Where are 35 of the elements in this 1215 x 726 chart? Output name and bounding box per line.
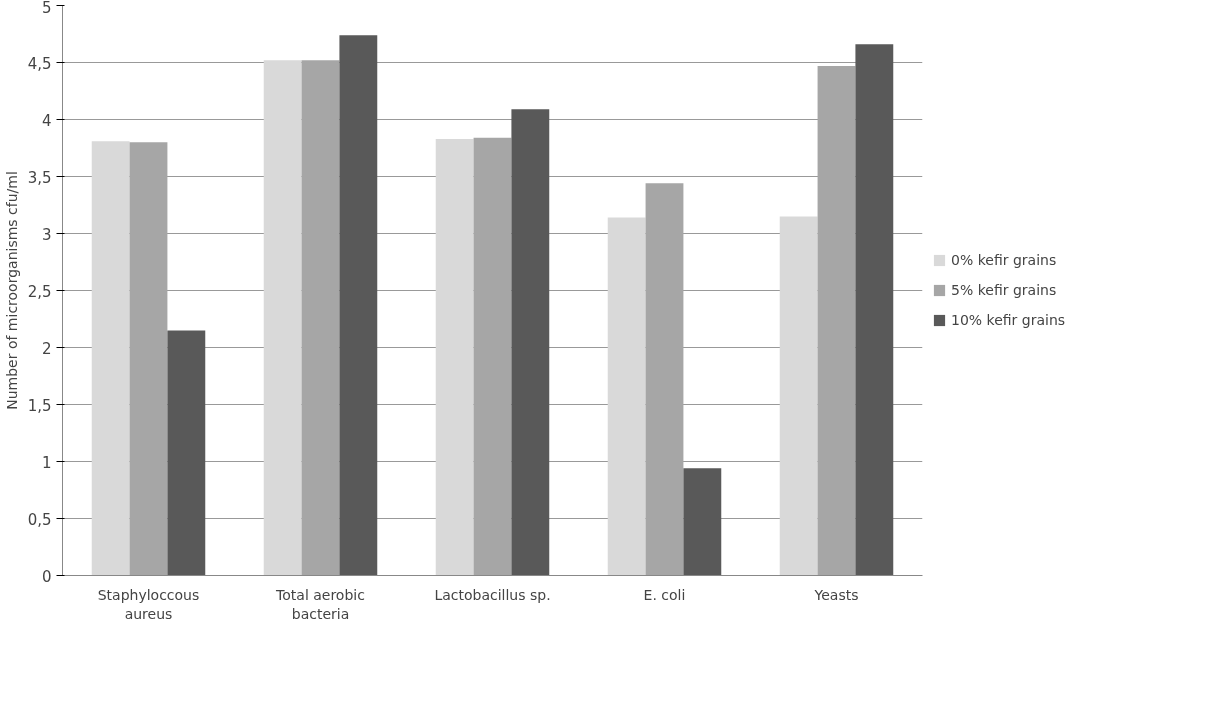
bar	[779, 216, 818, 576]
bar	[683, 468, 722, 576]
legend-label: 0% kefir grains	[951, 252, 1057, 268]
bar	[817, 65, 856, 576]
y-tick-label: 4,5	[27, 54, 52, 73]
bar	[339, 35, 378, 576]
y-tick-label: 3,5	[27, 168, 52, 187]
y-tick-label: 1,5	[27, 396, 52, 415]
bar	[263, 60, 302, 576]
bar	[607, 217, 646, 576]
x-tick-label: Yeasts	[813, 586, 859, 603]
y-tick-label: 2	[41, 339, 52, 358]
legend-label: 5% kefir grains	[951, 282, 1057, 298]
x-tick-label: Staphyloccous aureus	[97, 586, 200, 622]
y-tick-label: 5	[41, 0, 52, 17]
bar	[473, 137, 512, 576]
bar	[645, 183, 684, 576]
x-tick-label: Total aerobic bacteria	[275, 586, 365, 622]
bar	[301, 60, 340, 576]
y-tick-label: 0	[41, 567, 52, 586]
y-tick-label: 4	[41, 111, 52, 130]
bar	[511, 109, 550, 576]
y-tick-label: 0,5	[27, 510, 52, 529]
bar	[167, 330, 206, 576]
y-tick-label: 3	[41, 225, 52, 244]
x-tick-label: Lactobacillus sp.	[434, 586, 551, 603]
bar	[129, 142, 168, 576]
y-axis-title: Number of microorganisms cfu/ml	[3, 171, 20, 410]
legend-label: 10% kefir grains	[951, 312, 1066, 328]
y-tick-label: 2,5	[27, 282, 52, 301]
bar	[855, 44, 894, 576]
bar	[435, 138, 474, 576]
bar	[91, 141, 130, 576]
x-tick-label: E. coli	[643, 586, 686, 603]
y-tick-label: 1	[41, 453, 52, 472]
